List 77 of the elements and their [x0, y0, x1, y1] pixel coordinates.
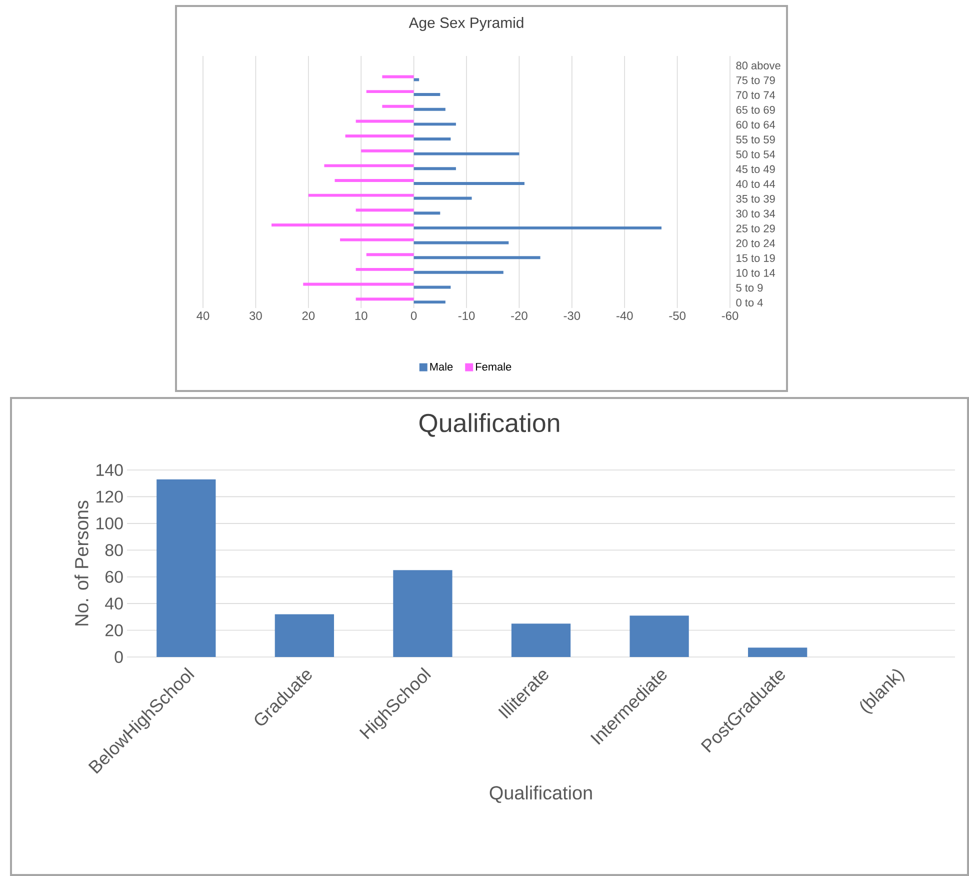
y-tick-label: 40	[105, 598, 123, 610]
y-tick-label: 80	[105, 544, 123, 556]
bar	[414, 122, 456, 126]
bar	[356, 120, 414, 123]
y-tick-label: 65 to 69	[736, 106, 775, 114]
y-tick-label: 40 to 44	[736, 180, 776, 188]
legend-label: Female	[476, 362, 512, 371]
bar	[414, 256, 540, 260]
bar	[414, 138, 451, 140]
x-tick-label: 40	[196, 312, 210, 320]
y-tick-label: 15 to 19	[736, 254, 775, 262]
bar	[414, 152, 520, 156]
y-tick-label: 5 to 9	[736, 284, 763, 292]
bar	[345, 134, 414, 138]
y-tick-label: 100	[96, 517, 123, 530]
bar	[274, 614, 334, 657]
chart-title: Qualification	[419, 413, 560, 437]
x-tick-label: -60	[722, 312, 738, 320]
bar	[414, 300, 446, 304]
y-tick-label: 80 above	[736, 61, 780, 70]
bar	[414, 108, 446, 111]
y-tick-label: 10 to 14	[736, 269, 776, 277]
legend-label: Male	[430, 362, 453, 371]
bar	[272, 223, 414, 226]
y-tick-label: 120	[96, 490, 123, 503]
bar	[393, 570, 452, 657]
x-tick-label: 20	[302, 312, 315, 320]
bar	[414, 270, 504, 274]
bar	[414, 182, 524, 185]
bar	[366, 253, 414, 256]
chart-title: Age Sex Pyramid	[408, 17, 524, 31]
bar	[511, 624, 571, 657]
y-tick-label: 60	[106, 570, 123, 583]
x-tick-label: 30	[250, 312, 262, 320]
x-tick-label: -30	[564, 312, 580, 320]
bar	[414, 93, 440, 96]
y-tick-label: 0	[114, 650, 123, 663]
x-tick-label: 0	[410, 312, 417, 320]
bar	[366, 90, 414, 94]
y-tick-label: 25 to 29	[736, 224, 775, 232]
bar	[356, 208, 414, 212]
x-axis-title: Qualification	[490, 786, 592, 803]
bar	[414, 78, 420, 82]
y-tick-label: 70 to 74	[736, 91, 776, 99]
y-axis-title: No. of Persons	[74, 500, 88, 626]
bar	[414, 196, 472, 200]
bar	[334, 179, 414, 182]
y-tick-label: 35 to 39	[736, 194, 775, 203]
x-tick-label: -50	[669, 312, 686, 320]
bar	[324, 164, 414, 168]
x-tick-label: 10	[355, 312, 368, 320]
bar	[308, 194, 414, 197]
y-tick-label: 140	[96, 464, 123, 476]
bar	[748, 648, 808, 657]
bar	[356, 268, 414, 271]
x-tick-label: -40	[616, 312, 633, 320]
x-tick-label: -10	[458, 312, 475, 320]
y-tick-label: 75 to 79	[736, 76, 775, 84]
y-tick-label: 60 to 64	[736, 120, 776, 129]
bar	[414, 226, 662, 230]
y-tick-label: 50 to 54	[736, 150, 776, 158]
bar	[414, 167, 456, 170]
bar	[356, 298, 414, 301]
y-tick-label: 0 to 4	[736, 298, 763, 306]
y-tick-label: 45 to 49	[736, 165, 775, 174]
x-tick-label: -20	[511, 312, 528, 320]
bar	[630, 616, 689, 657]
bar	[414, 286, 451, 289]
y-tick-label: 55 to 59	[736, 136, 775, 144]
bar	[156, 479, 216, 657]
y-tick-label: 20 to 24	[736, 239, 776, 248]
y-tick-label: 30 to 34	[736, 210, 776, 218]
bar	[340, 238, 414, 242]
bar	[382, 104, 414, 108]
y-tick-label: 20	[106, 624, 123, 636]
bar	[414, 212, 440, 215]
bar	[361, 149, 414, 152]
